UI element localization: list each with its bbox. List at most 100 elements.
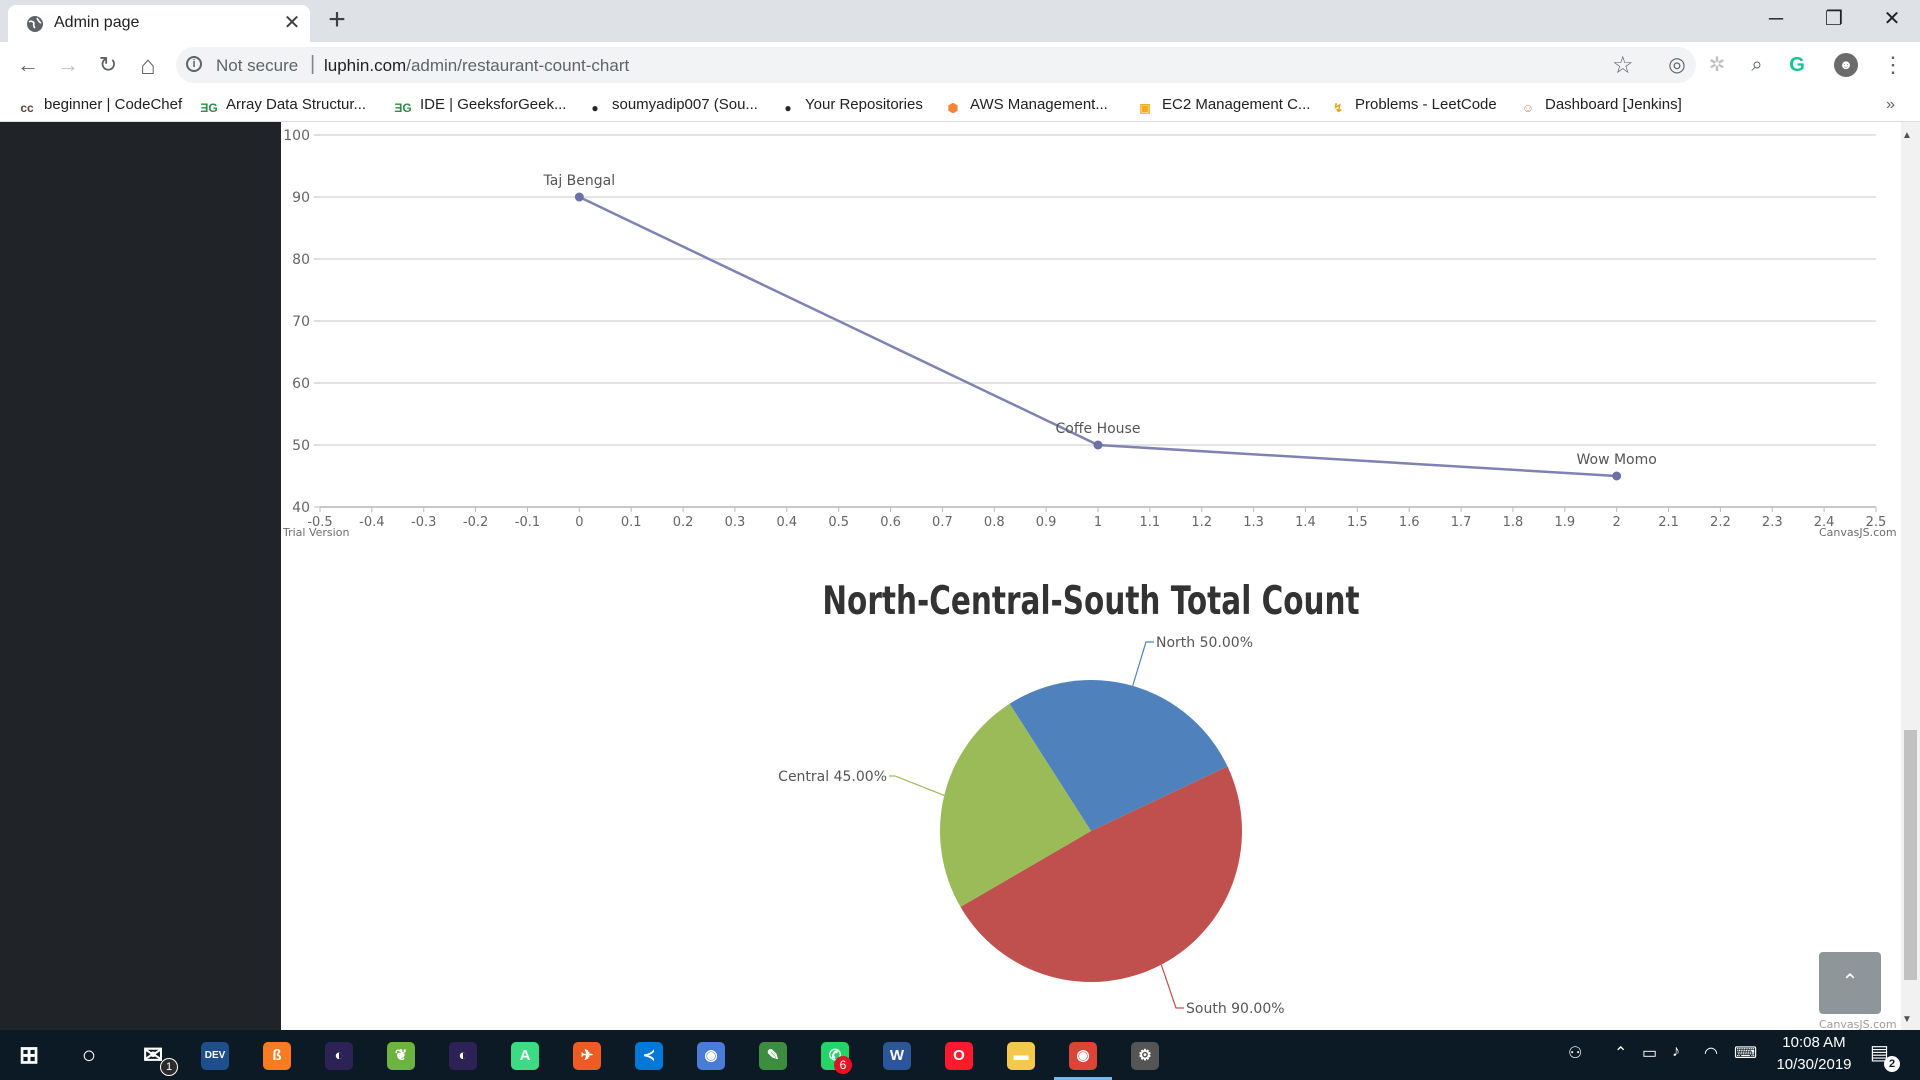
taskbar-button[interactable]: ✈ xyxy=(558,1030,616,1080)
data-point[interactable] xyxy=(1612,471,1622,481)
x-tick-label: 1.5 xyxy=(1347,515,1368,530)
bookmark-item[interactable]: ☺ Dashboard [Jenkins] xyxy=(1519,94,1682,116)
data-point[interactable] xyxy=(1093,440,1103,450)
bookmark-item[interactable]: ƎG IDE | GeeksforGeek... xyxy=(394,94,566,116)
canvasjs-credit-link[interactable]: CanvasJS.com xyxy=(1819,526,1897,539)
x-tick-label: 0.9 xyxy=(1036,515,1057,530)
url-path: /admin/restaurant-count-chart xyxy=(406,56,630,75)
taskbar-button[interactable]: ≺ xyxy=(620,1030,678,1080)
taskbar-button[interactable]: W xyxy=(868,1030,926,1080)
taskbar-button[interactable]: ◉ xyxy=(682,1030,740,1080)
taskbar-button[interactable]: A xyxy=(496,1030,554,1080)
bookmark-star-icon[interactable]: ☆ xyxy=(1612,52,1634,79)
bookmark-item[interactable]: ↯ Problems - LeetCode xyxy=(1329,94,1497,116)
x-tick-label: 1.1 xyxy=(1140,515,1161,530)
taskbar-button[interactable]: ⊞ xyxy=(0,1030,58,1080)
bookmark-item[interactable]: ⬢ AWS Management... xyxy=(944,94,1108,116)
bookmarks-overflow-icon[interactable]: » xyxy=(1886,96,1895,113)
extension-puzzle-icon[interactable]: ✲ xyxy=(1708,54,1726,76)
url-host: luphin.com xyxy=(324,56,407,75)
taskbar-button[interactable]: ß xyxy=(248,1030,306,1080)
canvasjs-credit-link-2[interactable]: CanvasJS.com xyxy=(1819,1018,1897,1031)
bookmark-label: beginner | CodeChef xyxy=(44,96,183,113)
bookmark-label: IDE | GeeksforGeek... xyxy=(420,96,567,113)
extension-rotate-icon[interactable]: ◎ xyxy=(1668,54,1686,76)
home-icon[interactable]: ⌂ xyxy=(140,50,156,80)
bookmark-label: EC2 Management C... xyxy=(1162,96,1311,113)
scrollbar-thumb[interactable] xyxy=(1904,730,1917,980)
profile-avatar[interactable]: ☻ xyxy=(1834,53,1858,77)
close-window-icon[interactable]: ✕ xyxy=(1883,8,1901,30)
scroll-to-top-button[interactable]: ⌃ xyxy=(1819,952,1881,1014)
bookmark-item[interactable]: cc beginner | CodeChef xyxy=(18,94,182,116)
taskbar-button[interactable]: ▬ xyxy=(992,1030,1050,1080)
taskbar-button[interactable]: O xyxy=(930,1030,988,1080)
x-tick-label: 2.3 xyxy=(1762,515,1783,530)
taskbar-button[interactable]: DEV xyxy=(186,1030,244,1080)
android-studio-icon: A xyxy=(511,1042,539,1070)
taskbar-button[interactable]: ◉ xyxy=(1054,1030,1112,1080)
bookmark-label: Problems - LeetCode xyxy=(1355,96,1497,113)
x-tick-label: 1.3 xyxy=(1243,515,1264,530)
pie-slice-central[interactable] xyxy=(939,703,1091,907)
browser-tab[interactable]: Admin page ✕ xyxy=(8,5,310,42)
taskbar-button[interactable]: ◐ xyxy=(434,1030,492,1080)
forward-icon[interactable]: → xyxy=(57,52,79,77)
pie-slice-label: Central 45.00% xyxy=(778,769,887,785)
pie-slice-label: South 90.00% xyxy=(1186,1001,1285,1017)
volume-icon[interactable]: ♪ xyxy=(1672,1043,1680,1060)
data-point-label: Wow Momo xyxy=(1576,452,1656,468)
taskbar-button[interactable]: ○ xyxy=(60,1030,118,1080)
taskbar-button[interactable]: ⚙ xyxy=(1116,1030,1174,1080)
x-tick-label: -0.5 xyxy=(307,515,332,530)
pie-slice-south[interactable] xyxy=(960,766,1243,983)
x-tick-label: 0.6 xyxy=(880,515,901,530)
aws-ec2-icon: ▣ xyxy=(1139,101,1151,115)
cortana-icon: ○ xyxy=(81,1042,97,1069)
taskbar-button[interactable]: ◐ xyxy=(310,1030,368,1080)
grammarly-icon[interactable]: G xyxy=(1789,54,1805,76)
bookmark-item[interactable]: ▣ EC2 Management C... xyxy=(1136,94,1310,116)
x-tick-label: 0.5 xyxy=(828,515,849,530)
x-tick-label: 0.8 xyxy=(984,515,1005,530)
y-tick-label: 90 xyxy=(292,190,310,206)
bookmark-item[interactable]: ● Your Repositories xyxy=(779,94,922,116)
notification-center-icon[interactable]: ▤ xyxy=(1870,1042,1889,1064)
data-point[interactable] xyxy=(574,192,584,202)
search-icon[interactable]: ⌕ xyxy=(1751,54,1763,76)
new-tab-button[interactable]: + xyxy=(328,3,346,36)
clock-date[interactable]: 10/30/2019 xyxy=(1776,1056,1852,1073)
devcpp-icon: DEV xyxy=(201,1042,229,1070)
address-bar[interactable]: i Not secure | luphin.com /admin/restaur… xyxy=(176,47,1696,83)
reload-icon[interactable]: ↻ xyxy=(98,52,118,77)
bookmark-item[interactable]: ƎG Array Data Structur... xyxy=(200,94,366,116)
chevron-up-icon[interactable]: ⌃ xyxy=(1614,1045,1628,1062)
eclipse-icon: ◐ xyxy=(325,1042,353,1070)
taskbar-button[interactable]: ❦ xyxy=(372,1030,430,1080)
taskbar-button[interactable]: ✎ xyxy=(744,1030,802,1080)
minimize-icon[interactable]: ─ xyxy=(1768,8,1784,30)
menu-icon[interactable]: ⋮ xyxy=(1882,52,1904,77)
security-label: Not secure xyxy=(216,56,299,75)
people-icon[interactable]: ⚇ xyxy=(1568,1045,1583,1062)
info-icon[interactable]: i xyxy=(186,56,202,72)
clock-time[interactable]: 10:08 AM xyxy=(1782,1034,1846,1051)
keyboard-icon[interactable]: ⌨ xyxy=(1734,1045,1758,1062)
data-point-label: Taj Bengal xyxy=(543,173,616,189)
scroll-up-arrow-icon[interactable]: ▲ xyxy=(1902,130,1912,141)
back-icon[interactable]: ← xyxy=(17,52,39,77)
x-tick-label: 0.3 xyxy=(725,515,746,530)
pie-slice-north[interactable] xyxy=(1009,680,1228,831)
pie-slice-value: 90.00% xyxy=(1231,1001,1284,1017)
close-tab-icon[interactable]: ✕ xyxy=(283,12,301,34)
battery-icon[interactable]: ▭ xyxy=(1642,1045,1658,1062)
taskbar-button[interactable]: ✆ xyxy=(806,1030,864,1080)
pie-slice-value: 50.00% xyxy=(1200,635,1253,651)
bookmark-item[interactable]: ● soumyadip007 (Sou... xyxy=(586,94,758,116)
x-tick-label: -0.1 xyxy=(515,515,540,530)
taskbar-button[interactable]: ✉ xyxy=(124,1030,182,1080)
geeksforgeeks-icon: ƎG xyxy=(394,101,412,115)
wifi-icon[interactable]: ◠ xyxy=(1704,1045,1718,1062)
maximize-icon[interactable]: ❐ xyxy=(1825,8,1843,30)
scroll-down-arrow-icon[interactable]: ▼ xyxy=(1902,1014,1912,1025)
